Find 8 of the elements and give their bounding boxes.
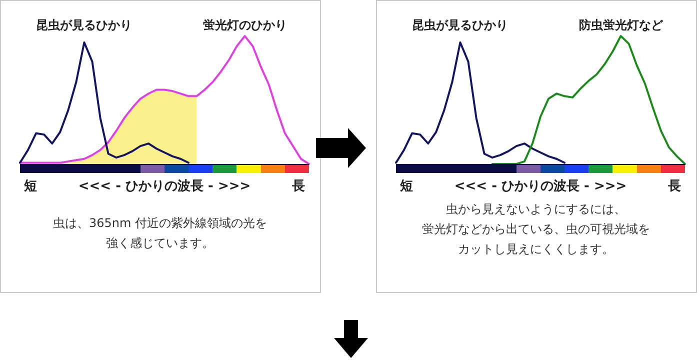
text: 虫は、365nm 付近の紫外線領域の光を強く感じています。 [52,216,268,250]
series-label: 昆虫が見るひかり [412,18,508,32]
series-label: 蛍光灯のひかり [202,18,287,32]
text: 虫から見えないようにするには、蛍光灯などから出ている、虫の可視光域をカットし見えにくくします。 [422,202,650,256]
text: 短 <<< - ひかりの波長 - >>> 長 [24,179,305,194]
series-label: 昆虫が見るひかり [36,18,132,32]
text: 短 <<< - ひかりの波長 - >>> 長 [400,179,681,194]
series-label: 防虫蛍光灯など [578,18,664,32]
